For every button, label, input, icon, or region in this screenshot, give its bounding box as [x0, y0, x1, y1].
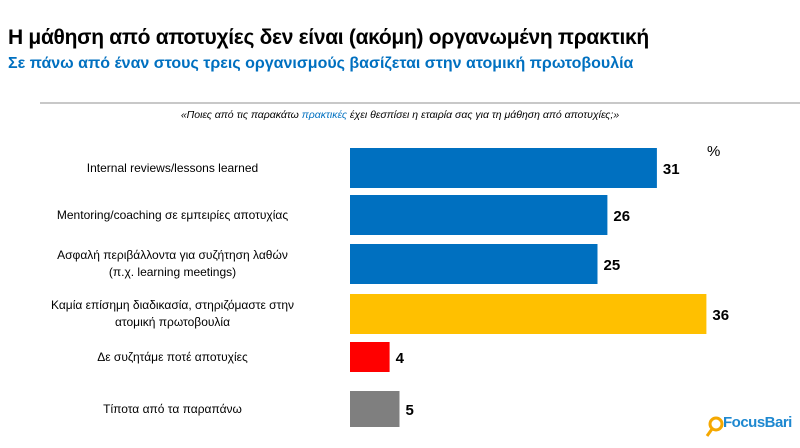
bar	[350, 342, 390, 372]
category-label: Καμία επίσημη διαδικασία, στηριζόμαστε σ…	[50, 298, 295, 329]
unit-label: %	[707, 143, 721, 160]
category-label: Mentoring/coaching σε εμπειρίες αποτυχία…	[56, 207, 289, 222]
data-label: 25	[604, 257, 621, 274]
data-label: 31	[663, 161, 680, 178]
category-label: Ασφαλή περιβάλλοντα για συζήτηση λαθών (π…	[57, 248, 288, 279]
bar	[350, 391, 400, 427]
bar	[350, 195, 608, 235]
focusbari-logo: FocusBari	[705, 414, 795, 444]
data-label: 4	[396, 350, 405, 367]
question-highlight: πρακτικές	[301, 109, 347, 121]
logo-text: FocusBari	[723, 414, 792, 431]
survey-question: «Ποιες από τις παρακάτω πρακτικές έχει θ…	[0, 109, 800, 121]
bar	[350, 148, 657, 188]
question-text: «Ποιες από τις παρακάτω	[180, 109, 302, 121]
bar	[350, 244, 598, 284]
page-subtitle: Σε πάνω από έναν στους τρεις οργανισμούς…	[8, 55, 634, 72]
magnifier-icon	[705, 416, 724, 437]
data-label: 26	[613, 208, 630, 225]
page-title: Η μάθηση από αποτυχίες δεν είναι (ακόμη)…	[8, 26, 649, 49]
category-label: Δε συζητάμε ποτέ αποτυχίες	[97, 349, 248, 364]
category-label: Τίποτα από τα παραπάνω	[103, 401, 242, 416]
data-label: 5	[406, 402, 414, 419]
data-label: 36	[712, 307, 729, 324]
bar	[350, 294, 707, 334]
divider	[40, 102, 800, 104]
category-label: Internal reviews/lessons learned	[86, 160, 259, 175]
question-text-end: έχει θεσπίσει η εταιρία σας για τη μάθησ…	[346, 109, 620, 121]
